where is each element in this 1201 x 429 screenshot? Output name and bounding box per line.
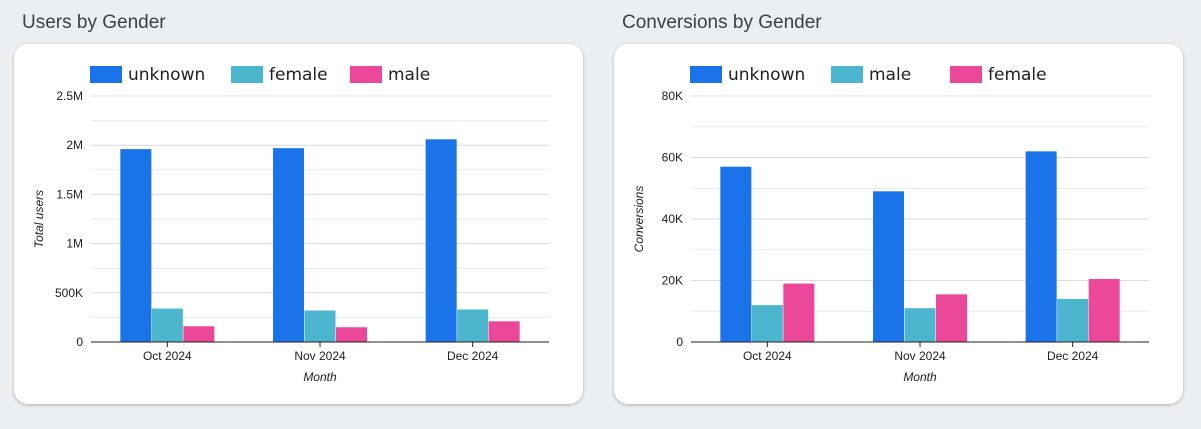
conversions-by-gender-chart: unknown male female 0 20K 40K 60K 80K Oct 2024 No…: [632, 65, 1149, 384]
users-legend-swatch-unknown: [90, 66, 122, 83]
users-y-tick-label: 1.5M: [56, 187, 83, 201]
conversions-y-tick-label: 80K: [662, 89, 683, 103]
users-x-tick-label: Oct 2024: [143, 349, 192, 363]
conversions-y-tick-label: 20K: [662, 274, 683, 288]
conversions-legend-label-unknown: unknown: [728, 65, 805, 85]
conversions-chart-card: unknown male female 0 20K 40K 60K 80K Oct 2024 No…: [614, 44, 1183, 404]
conversions-chart-title: Conversions by Gender: [622, 12, 822, 33]
conversions-y-axis-title: Conversions: [632, 186, 646, 253]
users-x-tick-label: Dec 2024: [447, 349, 499, 363]
conversions-x-tick-label: Dec 2024: [1047, 349, 1099, 363]
users-y-tick-label: 0: [76, 335, 83, 349]
users-legend-label-female: female: [269, 65, 328, 85]
users-y-axis-title: Total users: [32, 190, 46, 248]
users-y-tick-label: 1M: [66, 237, 83, 251]
conversions-x-tick-label: Nov 2024: [894, 349, 946, 363]
users-bar-male-1: [336, 327, 367, 342]
conversions-y-tick-label: 60K: [662, 151, 683, 165]
users-x-axis-title: Month: [303, 370, 337, 384]
users-bar-male-0: [183, 326, 215, 342]
conversions-x-tick-label: Oct 2024: [743, 349, 792, 363]
users-y-tick-label: 500K: [55, 286, 83, 300]
users-legend-label-male: male: [388, 65, 430, 85]
conversions-bar-female-1: [936, 294, 967, 342]
users-bar-unknown-2: [425, 139, 457, 342]
conversions-y-tick-label: 40K: [662, 212, 683, 226]
conversions-y-tick-label: 0: [676, 335, 683, 349]
conversions-bar-male-0: [751, 305, 783, 342]
users-bar-male-2: [488, 321, 520, 342]
users-legend-swatch-female: [231, 66, 263, 83]
conversions-x-axis-title: Month: [903, 370, 937, 384]
users-bar-female-2: [457, 309, 489, 342]
users-x-tick-label: Nov 2024: [294, 349, 346, 363]
users-by-gender-chart: unknown female male 0 500K 1M 1.5M 2M 2.5M Oct 20…: [32, 65, 549, 384]
users-bar-female-1: [304, 310, 336, 342]
users-bar-unknown-0: [120, 149, 152, 342]
conversions-bar-female-0: [783, 283, 815, 342]
conversions-legend-label-male: male: [869, 65, 911, 85]
users-bar-unknown-1: [273, 148, 304, 342]
conversions-legend-swatch-female: [950, 66, 982, 83]
conversions-bar-unknown-1: [873, 191, 904, 342]
users-legend-swatch-male: [350, 66, 382, 83]
conversions-bar-female-2: [1088, 278, 1120, 342]
users-y-tick-label: 2M: [66, 138, 83, 152]
users-legend-label-unknown: unknown: [128, 65, 205, 85]
users-bar-female-0: [151, 308, 183, 342]
users-chart-card: unknown female male 0 500K 1M 1.5M 2M 2.5M Oct 20…: [14, 44, 583, 404]
conversions-legend-swatch-unknown: [690, 66, 722, 83]
conversions-bar-unknown-2: [1025, 151, 1057, 342]
conversions-legend-swatch-male: [831, 66, 863, 83]
conversions-legend-label-female: female: [988, 65, 1047, 85]
users-chart-title: Users by Gender: [22, 12, 166, 33]
users-y-tick-label: 2.5M: [56, 89, 83, 103]
conversions-bar-unknown-0: [720, 166, 752, 342]
conversions-bar-male-1: [904, 308, 936, 342]
conversions-bar-male-2: [1057, 298, 1089, 342]
